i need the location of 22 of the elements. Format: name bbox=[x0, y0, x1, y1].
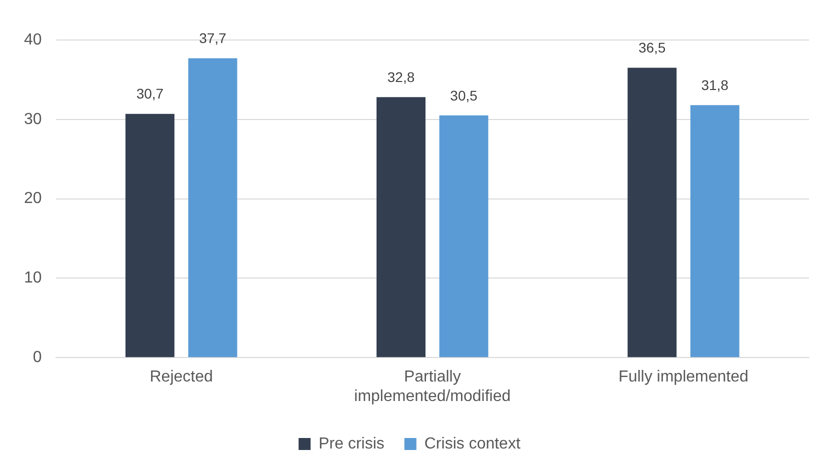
bar bbox=[690, 105, 740, 358]
bar bbox=[376, 97, 426, 358]
bar bbox=[628, 68, 677, 358]
data-label: 30,5 bbox=[450, 87, 478, 104]
data-label: 32,8 bbox=[387, 69, 415, 86]
y-tick-label: 20 bbox=[24, 190, 42, 208]
y-tick-label: 40 bbox=[24, 31, 42, 48]
y-tick-label: 30 bbox=[24, 110, 42, 128]
x-tick-label: Fully implemented bbox=[618, 368, 748, 386]
data-label: 37,7 bbox=[199, 30, 227, 46]
legend-label: Crisis context bbox=[424, 435, 521, 452]
legend-label: Pre crisis bbox=[318, 435, 384, 452]
x-tick-label: Rejected bbox=[150, 368, 213, 386]
data-label: 30,7 bbox=[136, 86, 164, 102]
y-tick-label: 10 bbox=[24, 270, 42, 287]
y-tick-label: 0 bbox=[32, 349, 42, 366]
data-label: 36,5 bbox=[638, 40, 666, 56]
bar bbox=[188, 58, 238, 358]
bar bbox=[439, 115, 488, 358]
data-label: 31,8 bbox=[701, 76, 729, 93]
bar bbox=[125, 114, 174, 358]
x-tick-label: Partially implemented/modified bbox=[354, 368, 511, 405]
